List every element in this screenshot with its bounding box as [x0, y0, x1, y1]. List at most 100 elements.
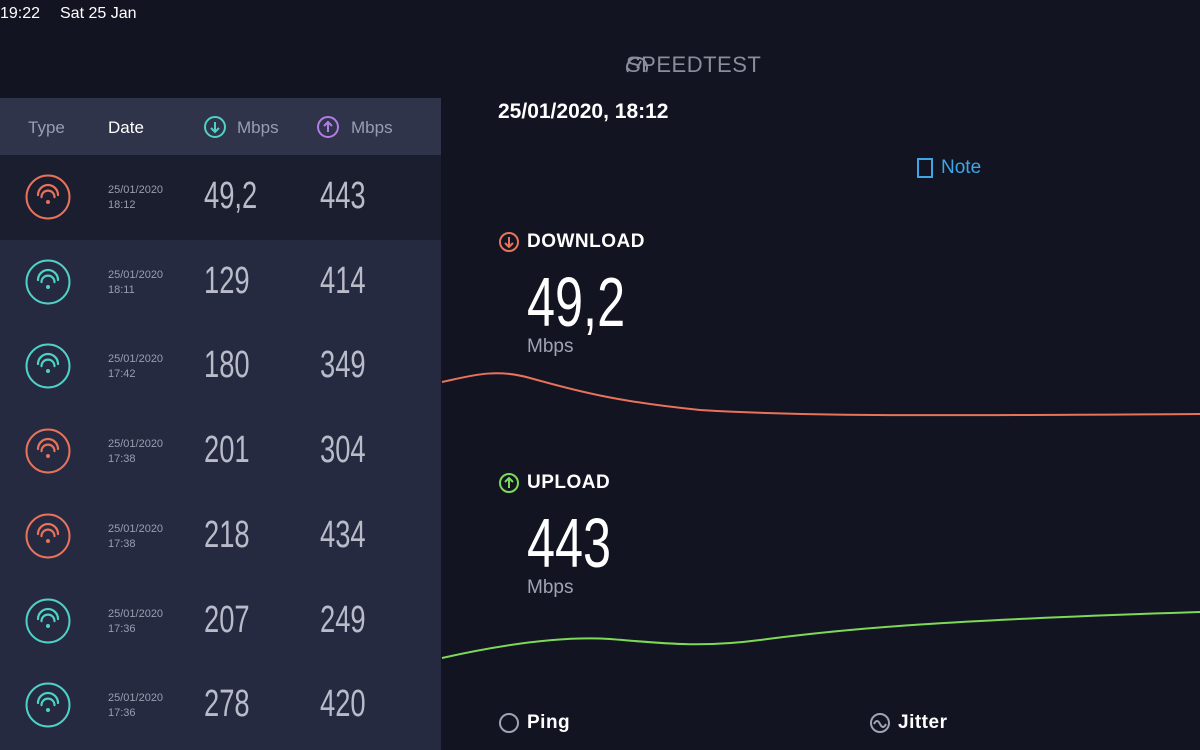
- history-row[interactable]: 25/01/2020 17:36 278 420: [0, 663, 441, 748]
- wifi-arc: [36, 607, 60, 620]
- download-value: 49,2: [527, 263, 626, 341]
- row-upload: 443: [320, 175, 366, 217]
- row-download: 278: [204, 683, 250, 726]
- brand-icon: [626, 56, 648, 73]
- wifi-arc: [40, 697, 56, 707]
- history-row[interactable]: 25/01/2020 17:42 180 349: [0, 324, 441, 409]
- wifi-arc: [40, 189, 56, 199]
- wifi-arc: [36, 438, 60, 451]
- download-label: DOWNLOAD: [527, 231, 645, 252]
- row-date: 25/01/2020: [108, 522, 164, 535]
- wifi-arc: [36, 268, 60, 281]
- wifi-dot: [46, 623, 50, 628]
- row-date: 25/01/2020: [108, 353, 164, 366]
- row-upload: 349: [320, 344, 366, 387]
- row-download: 207: [204, 598, 250, 641]
- status-date: Sat 25 Jan: [60, 5, 137, 22]
- history-row[interactable]: 25/01/2020 18:12 49,2 443: [0, 155, 441, 240]
- wifi-arc: [36, 522, 60, 535]
- wifi-arc: [36, 692, 60, 705]
- col-download: Mbps: [237, 118, 279, 137]
- jitter-label: Jitter: [898, 712, 948, 733]
- jitter-wave: [873, 720, 887, 728]
- upload-label: UPLOAD: [527, 472, 611, 493]
- icon-ring: [25, 174, 71, 220]
- wifi-icon: [25, 343, 71, 389]
- download-unit: Mbps: [527, 336, 574, 357]
- row-upload: 414: [320, 259, 366, 302]
- history-row[interactable]: 25/01/2020 17:38 201 304: [0, 409, 441, 494]
- wifi-dot: [46, 454, 50, 459]
- row-upload: 420: [320, 683, 366, 726]
- ping-label: Ping: [527, 712, 571, 733]
- wifi-arc: [36, 183, 60, 197]
- row-download: 218: [204, 513, 250, 556]
- icon-ring: [25, 598, 71, 643]
- col-upload: Mbps: [351, 118, 393, 137]
- download-arrow: [504, 237, 514, 249]
- wifi-dot: [46, 200, 50, 204]
- row-date: 25/01/2020: [108, 184, 164, 196]
- wifi-arc: [40, 528, 56, 537]
- wifi-arc: [40, 613, 56, 622]
- wifi-icon: [25, 259, 71, 305]
- row-time: 17:36: [108, 707, 136, 720]
- row-upload: 434: [320, 513, 366, 556]
- icon-ring: [25, 513, 71, 559]
- col-download-icon: [204, 116, 226, 138]
- wifi-dot: [46, 708, 50, 713]
- wifi-icon: [25, 682, 71, 728]
- wifi-arc: [40, 358, 56, 368]
- upload-unit: Mbps: [527, 577, 574, 598]
- row-time: 17:42: [108, 368, 136, 381]
- icon-ring: [25, 682, 71, 728]
- upload-arrow: [504, 476, 514, 488]
- history-header: Type Date Mbps Mbps: [0, 98, 441, 155]
- brand: SPEEDTEST: [626, 52, 762, 77]
- row-time: 17:38: [108, 453, 136, 466]
- download-curve: [441, 372, 1200, 417]
- col-date[interactable]: Date: [108, 118, 144, 137]
- status-time: 19:22: [0, 5, 41, 22]
- row-date: 25/01/2020: [108, 268, 164, 281]
- note-button[interactable]: Note: [941, 157, 982, 178]
- wifi-icon: [25, 598, 71, 643]
- row-download: 49,2: [204, 175, 258, 217]
- upload-curve: [441, 611, 1200, 659]
- wifi-dot: [46, 284, 50, 289]
- wifi-icon: [25, 174, 71, 220]
- col-type: Type: [28, 118, 65, 137]
- history-row[interactable]: 25/01/2020 17:36 207 249: [0, 579, 441, 664]
- icon-ring: [25, 428, 71, 474]
- wifi-icon: [25, 428, 71, 474]
- row-download: 201: [204, 429, 250, 472]
- row-download: 180: [204, 344, 250, 387]
- ping-icon: [499, 713, 519, 733]
- icon-ring: [25, 343, 71, 389]
- col-upload-icon: [317, 116, 339, 138]
- history-row[interactable]: 25/01/2020 18:11 129 414: [0, 240, 441, 325]
- wifi-arc: [40, 274, 56, 283]
- history-row[interactable]: 25/01/2020 17:38 218 434: [0, 494, 441, 579]
- note-icon: [917, 158, 933, 178]
- history-panel: Type Date Mbps Mbps 25/01/2020 18:12 49,2 4…: [0, 98, 441, 750]
- result-timestamp: 25/01/2020, 18:12: [498, 100, 669, 123]
- wifi-icon: [25, 513, 71, 559]
- wifi-arc: [40, 443, 56, 453]
- wifi-dot: [46, 538, 50, 543]
- row-date: 25/01/2020: [108, 607, 164, 620]
- download-icon: [499, 232, 519, 252]
- row-date: 25/01/2020: [108, 438, 164, 451]
- row-upload: 304: [320, 429, 366, 472]
- icon-ring: [25, 259, 71, 305]
- row-time: 17:36: [108, 622, 136, 635]
- row-download: 129: [204, 259, 250, 302]
- upload-icon: [499, 473, 519, 493]
- row-date: 25/01/2020: [108, 692, 164, 705]
- row-time: 18:12: [108, 199, 136, 211]
- upload-value: 443: [527, 504, 612, 582]
- wifi-dot: [46, 369, 50, 374]
- row-time: 18:11: [108, 283, 135, 296]
